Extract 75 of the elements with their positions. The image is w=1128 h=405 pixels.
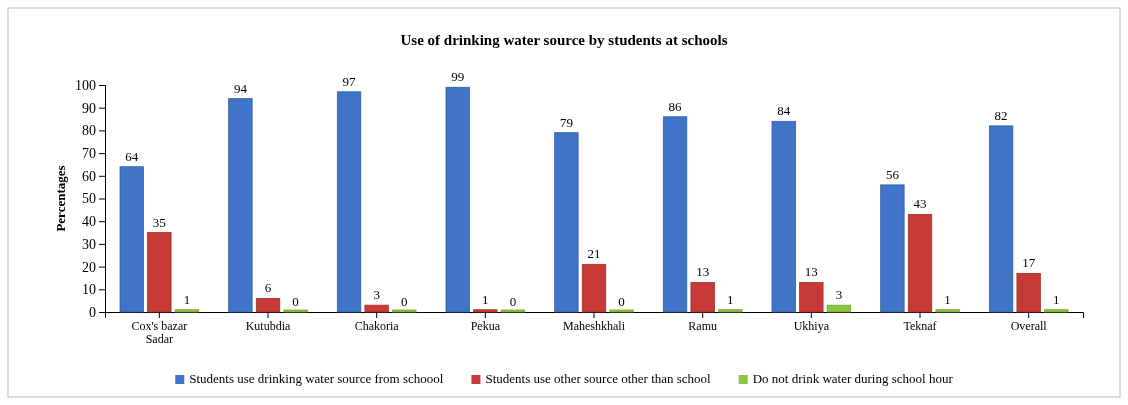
bar bbox=[336, 91, 362, 313]
y-tick-label: 40 bbox=[82, 214, 96, 230]
y-tick-label: 60 bbox=[82, 168, 96, 184]
y-tick-label: 50 bbox=[82, 191, 96, 207]
bar bbox=[907, 213, 933, 313]
bar bbox=[718, 309, 743, 313]
bar bbox=[445, 86, 470, 313]
data-label: 86 bbox=[668, 98, 683, 114]
x-tick-label: Kutubdia bbox=[245, 318, 291, 333]
data-label: 0 bbox=[618, 294, 625, 309]
bar bbox=[771, 120, 796, 313]
data-label: 99 bbox=[451, 69, 465, 85]
legend-label: Do not drink water during school hour bbox=[752, 371, 954, 386]
data-label: 0 bbox=[509, 294, 517, 309]
y-tick-label: 20 bbox=[82, 259, 96, 275]
bar bbox=[1044, 309, 1069, 313]
bar bbox=[174, 309, 200, 313]
bar bbox=[473, 309, 498, 313]
data-label: 56 bbox=[885, 166, 900, 182]
data-label: 17 bbox=[1022, 255, 1036, 271]
y-tick-label: 0 bbox=[89, 304, 96, 320]
x-tick-label: Teknaf bbox=[903, 318, 937, 333]
bar bbox=[255, 297, 281, 313]
y-axis-title: Percentages bbox=[53, 165, 68, 232]
data-label: 43 bbox=[913, 196, 927, 212]
y-tick-label: 30 bbox=[82, 236, 96, 252]
bar bbox=[581, 263, 607, 313]
data-label: 64 bbox=[125, 148, 139, 164]
y-tick-label: 10 bbox=[82, 282, 96, 298]
bar bbox=[988, 125, 1014, 313]
bar bbox=[690, 282, 715, 313]
data-label: 1 bbox=[944, 291, 951, 307]
y-tick-label: 90 bbox=[82, 100, 96, 116]
x-tick-label: Maheshkhali bbox=[563, 318, 626, 333]
x-tick-label: Ramu bbox=[688, 318, 717, 333]
data-label: 82 bbox=[994, 107, 1008, 123]
data-label: 3 bbox=[835, 287, 843, 303]
x-tick-label: Overall bbox=[1010, 318, 1048, 333]
bar bbox=[826, 304, 852, 313]
bar bbox=[662, 116, 688, 313]
x-tick-label: Chakoria bbox=[354, 318, 400, 333]
bar bbox=[147, 232, 172, 313]
data-label: 94 bbox=[233, 80, 248, 96]
y-tick-label: 100 bbox=[75, 77, 96, 93]
data-label: 3 bbox=[373, 287, 380, 303]
legend-label: Students use other source other than school bbox=[485, 371, 712, 386]
data-label: 6 bbox=[264, 280, 272, 296]
x-tick-label: Cox's bazar Sadar bbox=[131, 318, 188, 346]
bar bbox=[880, 184, 905, 313]
y-tick-label: 70 bbox=[82, 146, 96, 162]
x-tick-label: Pekua bbox=[470, 318, 501, 333]
chart-title: Use of drinking water source by students at schools bbox=[400, 32, 728, 48]
data-label: 79 bbox=[559, 114, 573, 130]
data-label: 21 bbox=[587, 246, 601, 262]
bar bbox=[554, 132, 579, 313]
y-tick-label: 80 bbox=[82, 123, 96, 139]
data-label: 97 bbox=[342, 73, 357, 89]
data-label: 1 bbox=[1053, 291, 1060, 307]
data-label: 1 bbox=[727, 291, 734, 307]
bar bbox=[228, 98, 253, 313]
data-label: 13 bbox=[696, 264, 710, 280]
data-label: 0 bbox=[292, 294, 299, 309]
data-label: 1 bbox=[482, 291, 489, 307]
data-label: 1 bbox=[183, 291, 191, 307]
bar bbox=[799, 282, 824, 313]
bar bbox=[935, 309, 960, 313]
data-label: 0 bbox=[401, 294, 408, 309]
bar bbox=[1016, 273, 1041, 313]
data-label: 84 bbox=[777, 103, 791, 119]
x-tick-label: Ukhiya bbox=[793, 318, 830, 333]
data-label: 13 bbox=[804, 264, 818, 280]
bar bbox=[119, 166, 144, 313]
data-label: 35 bbox=[152, 214, 166, 230]
bar bbox=[364, 304, 389, 313]
legend-label: Students use drinking water source from schoool bbox=[189, 371, 444, 386]
